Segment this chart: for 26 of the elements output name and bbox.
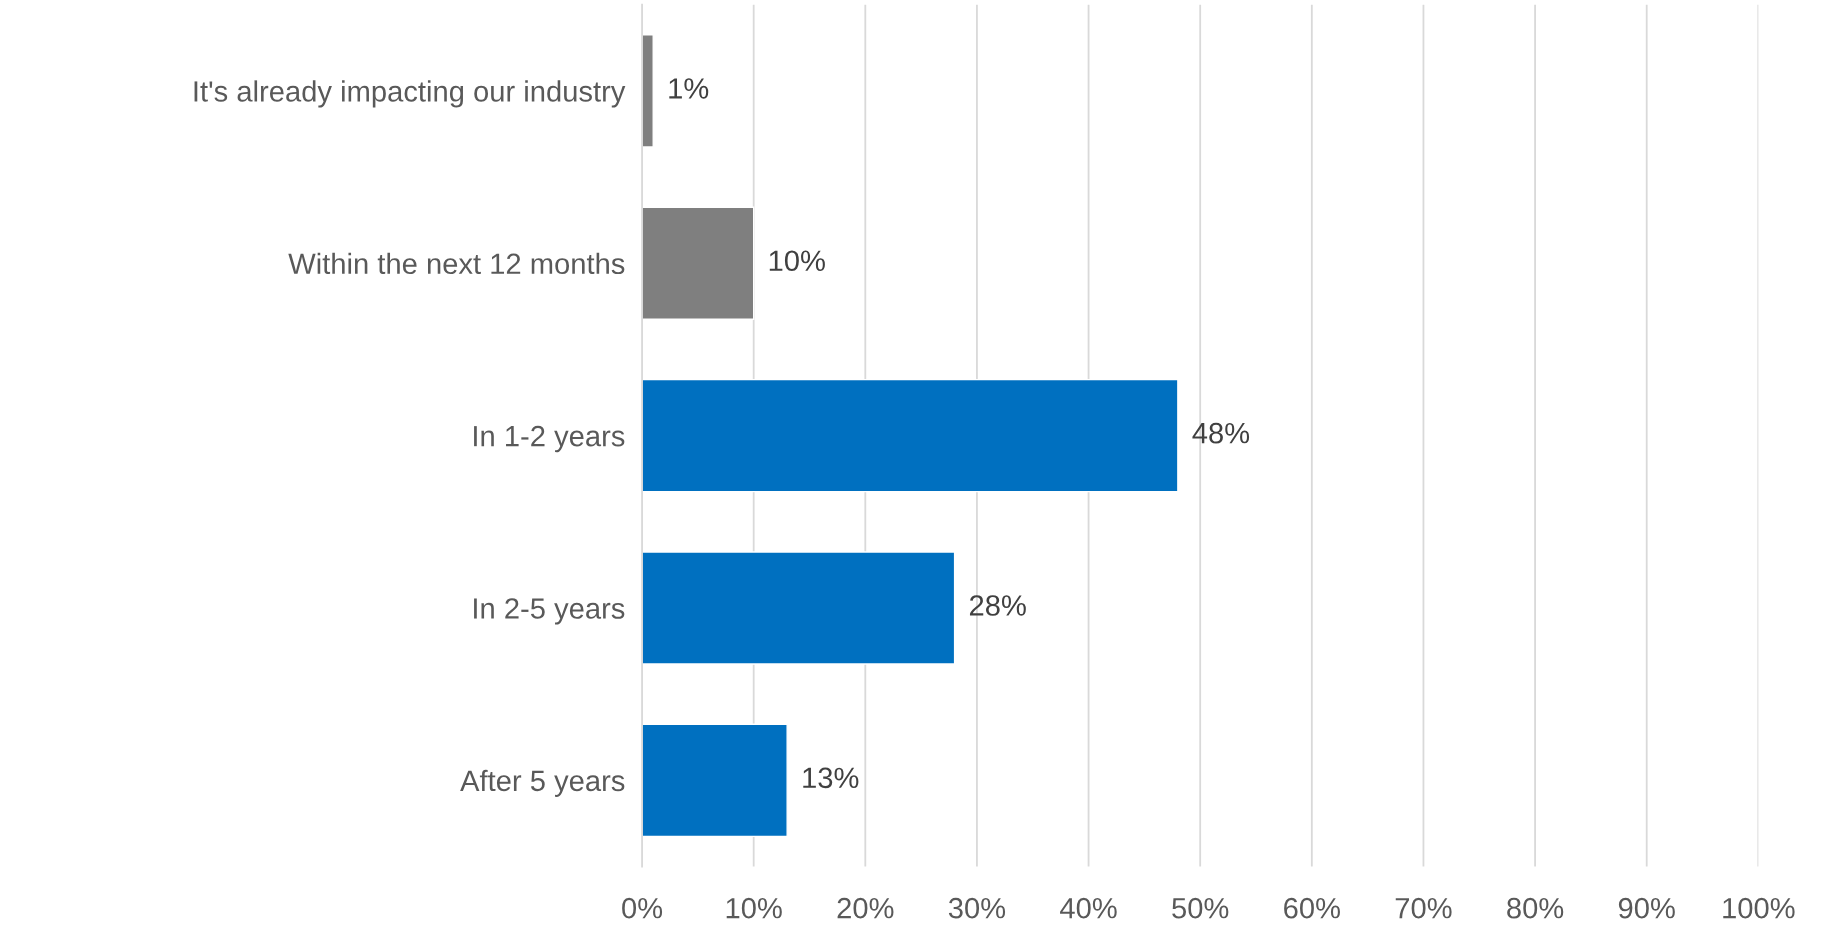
bar	[642, 378, 1179, 493]
x-tick-label: 80%	[1507, 897, 1564, 919]
y-tick-label: It's already impacting our industry	[194, 80, 626, 108]
data-label: 10%	[769, 250, 825, 272]
x-tick-label: 0%	[622, 897, 663, 919]
x-tick-label: 20%	[837, 897, 894, 919]
x-tick-label: 90%	[1618, 897, 1675, 919]
x-tick-label: 100%	[1723, 897, 1795, 919]
x-tick-label: 60%	[1284, 897, 1340, 919]
data-label: 13%	[803, 767, 859, 789]
x-tick-label: 50%	[1172, 897, 1229, 919]
y-tick-label: Within the next 12 months	[288, 252, 625, 275]
bar	[642, 551, 956, 665]
x-tick-label: 30%	[948, 897, 1006, 919]
y-tick-label: In 2-5 years	[474, 598, 625, 625]
data-label: 1%	[669, 78, 709, 99]
bar	[642, 723, 788, 838]
y-tick-label: In 1-2 years	[474, 425, 625, 453]
bar	[642, 206, 755, 320]
x-tick-label: 40%	[1060, 897, 1117, 919]
bar	[642, 34, 654, 148]
data-label: 28%	[969, 595, 1026, 616]
y-tick-label: After 5 years	[460, 769, 625, 797]
data-label: 48%	[1192, 422, 1250, 444]
x-tick-label: 70%	[1395, 897, 1452, 919]
x-tick-label: 10%	[726, 897, 782, 919]
